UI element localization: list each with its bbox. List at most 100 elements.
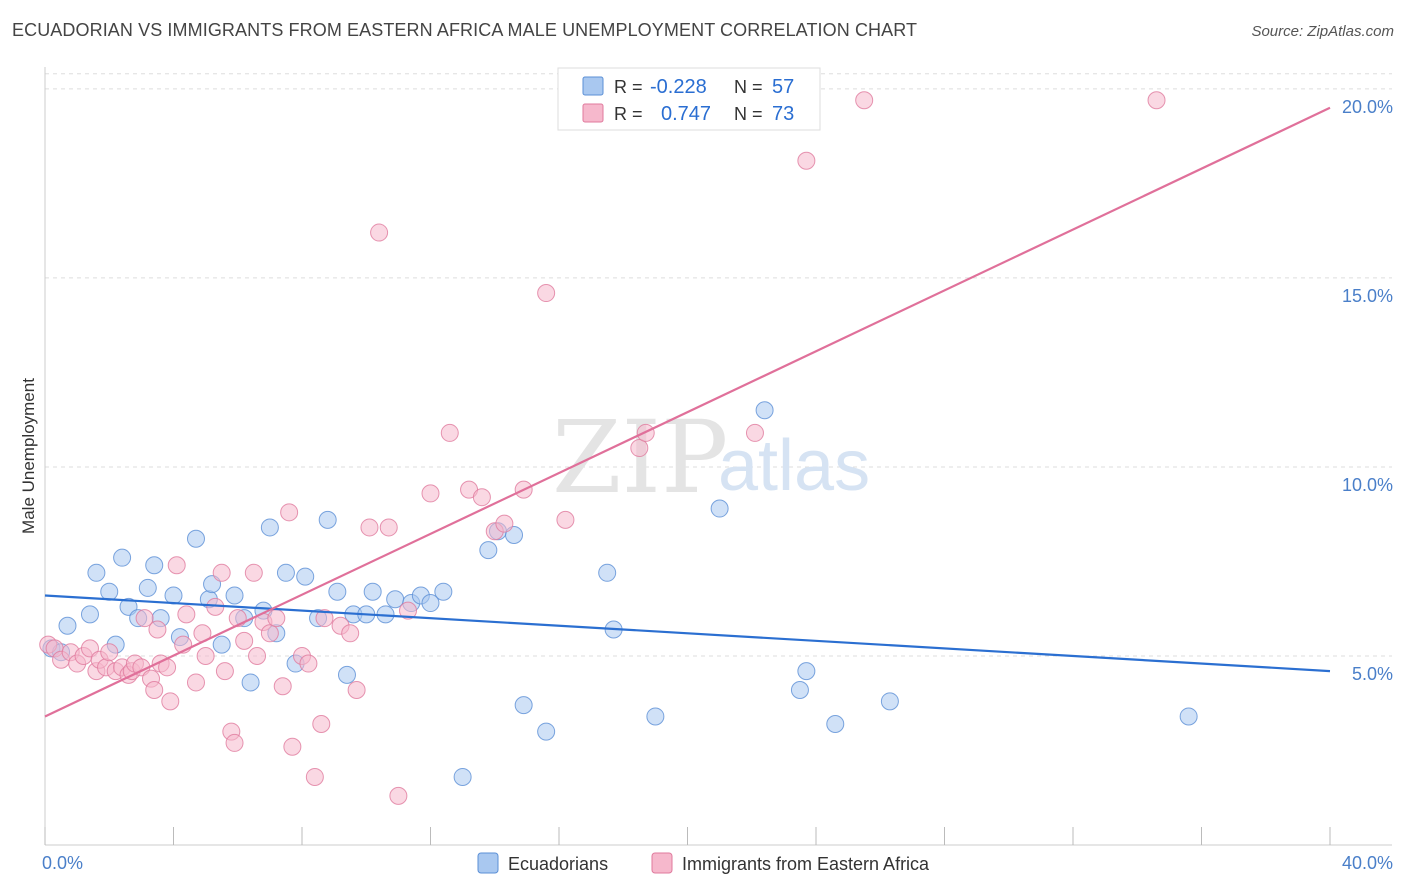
point-eastern-africa-31 — [212, 563, 231, 582]
legend-bottom-swatch-ecuadorians — [477, 852, 499, 874]
y-tick-labels: 5.0% 10.0% 15.0% 20.0% — [1342, 97, 1393, 684]
point-eastern-africa-20 — [148, 620, 167, 639]
point-ecuadorians-15 — [186, 529, 205, 548]
point-eastern-africa-69 — [745, 423, 764, 442]
point-ecuadorians-54 — [826, 715, 845, 734]
point-ecuadorians-3 — [80, 605, 99, 624]
trend-lines — [44, 106, 1331, 718]
point-eastern-africa-34 — [225, 733, 244, 752]
point-eastern-africa-26 — [177, 605, 196, 624]
point-eastern-africa-41 — [267, 609, 286, 628]
point-eastern-africa-49 — [315, 609, 334, 628]
trendline-eastern-africa — [44, 106, 1331, 718]
legend-bottom-label-eastern-africa: Immigrants from Eastern Africa — [682, 854, 930, 874]
point-eastern-africa-54 — [370, 223, 389, 242]
legend-n-label-1: N = — [734, 77, 763, 97]
point-ecuadorians-34 — [363, 582, 382, 601]
point-eastern-africa-37 — [244, 563, 263, 582]
legend-r-value-1: -0.228 — [650, 76, 707, 98]
point-eastern-africa-32 — [215, 662, 234, 681]
point-ecuadorians-27 — [296, 567, 315, 586]
point-ecuadorians-53 — [797, 662, 816, 681]
point-eastern-africa-38 — [248, 646, 267, 665]
point-eastern-africa-43 — [280, 503, 299, 522]
x-tick-label-1: 40.0% — [1342, 853, 1393, 873]
point-ecuadorians-47 — [598, 563, 617, 582]
point-ecuadorians-30 — [328, 582, 347, 601]
y-tick-label-2: 15.0% — [1342, 286, 1393, 306]
point-eastern-africa-40 — [260, 624, 279, 643]
point-eastern-africa-61 — [472, 488, 491, 507]
y-tick-label-0: 5.0% — [1352, 664, 1393, 684]
point-ecuadorians-40 — [434, 582, 453, 601]
watermark-zip: ZIP — [552, 399, 728, 516]
point-ecuadorians-7 — [113, 548, 132, 567]
point-ecuadorians-4 — [87, 563, 106, 582]
point-eastern-africa-24 — [167, 556, 186, 575]
point-ecuadorians-55 — [880, 692, 899, 711]
point-ecuadorians-18 — [212, 635, 231, 654]
correlation-legend: R = -0.228 N = 57 R = 0.747 N = 73 — [557, 67, 821, 131]
point-ecuadorians-46 — [537, 722, 556, 741]
point-ecuadorians-45 — [514, 696, 533, 715]
point-ecuadorians-42 — [479, 541, 498, 560]
point-eastern-africa-57 — [399, 601, 418, 620]
point-eastern-africa-44 — [283, 737, 302, 756]
point-eastern-africa-63 — [495, 514, 514, 533]
point-eastern-africa-70 — [797, 151, 816, 170]
y-tick-label-1: 10.0% — [1342, 475, 1393, 495]
point-ecuadorians-5 — [100, 582, 119, 601]
legend-swatch-ecuadorians — [582, 76, 604, 96]
x-tick-label-0: 0.0% — [42, 853, 83, 873]
point-eastern-africa-72 — [1147, 91, 1166, 110]
point-eastern-africa-67 — [630, 439, 649, 458]
point-ecuadorians-10 — [138, 578, 157, 597]
legend-r-label-2: R = — [614, 104, 643, 124]
point-ecuadorians-39 — [421, 594, 440, 613]
point-ecuadorians-41 — [453, 767, 472, 786]
point-eastern-africa-51 — [341, 624, 360, 643]
point-eastern-africa-27 — [186, 673, 205, 692]
data-points — [39, 91, 1198, 805]
point-ecuadorians-29 — [318, 510, 337, 529]
point-ecuadorians-51 — [755, 401, 774, 420]
point-eastern-africa-46 — [299, 654, 318, 673]
point-ecuadorians-23 — [260, 518, 279, 537]
legend-bottom-swatch-eastern-africa — [651, 852, 673, 874]
point-eastern-africa-55 — [379, 518, 398, 537]
legend-n-value-1: 57 — [772, 76, 794, 98]
point-eastern-africa-29 — [196, 646, 215, 665]
legend-swatch-eastern-africa — [582, 103, 604, 123]
point-eastern-africa-48 — [312, 715, 331, 734]
series-legend: Ecuadorians Immigrants from Eastern Afri… — [477, 852, 930, 874]
point-ecuadorians-19 — [225, 586, 244, 605]
point-ecuadorians-50 — [710, 499, 729, 518]
point-ecuadorians-25 — [276, 563, 295, 582]
legend-n-value-2: 73 — [772, 103, 794, 125]
point-eastern-africa-19 — [145, 681, 164, 699]
trendline-ecuadorians — [44, 594, 1331, 673]
legend-bottom-label-ecuadorians: Ecuadorians — [508, 854, 608, 874]
point-ecuadorians-13 — [164, 586, 183, 605]
legend-r-label-1: R = — [614, 77, 643, 97]
point-ecuadorians-21 — [241, 673, 260, 692]
point-eastern-africa-56 — [389, 786, 408, 805]
point-eastern-africa-23 — [161, 692, 180, 711]
y-tick-label-3: 20.0% — [1342, 97, 1393, 117]
point-eastern-africa-10 — [100, 643, 119, 662]
watermark: ZIP atlas — [552, 399, 870, 516]
point-eastern-africa-42 — [273, 677, 292, 696]
point-ecuadorians-49 — [646, 707, 665, 726]
chart-title: ECUADORIAN VS IMMIGRANTS FROM EASTERN AF… — [12, 20, 918, 40]
watermark-atlas: atlas — [718, 426, 870, 506]
point-eastern-africa-47 — [305, 767, 324, 786]
point-ecuadorians-2 — [58, 616, 77, 635]
point-eastern-africa-65 — [537, 284, 556, 303]
y-axis-label: Male Unemployment — [19, 378, 38, 534]
point-ecuadorians-56 — [1179, 707, 1198, 726]
point-eastern-africa-53 — [360, 518, 379, 537]
point-ecuadorians-11 — [145, 556, 164, 575]
point-eastern-africa-36 — [235, 631, 254, 650]
source-credit: Source: ZipAtlas.com — [1251, 23, 1394, 40]
